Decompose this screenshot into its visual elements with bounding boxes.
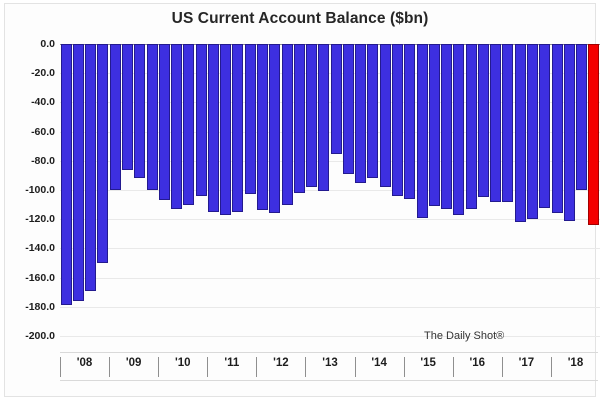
bar [85, 44, 97, 291]
bar [306, 44, 318, 188]
bar [514, 44, 526, 223]
x-axis-tick-separator [256, 357, 258, 377]
x-axis-tick-label: '17 [518, 357, 535, 369]
y-axis-tick-label: -80.0 [31, 154, 55, 167]
bar [109, 44, 121, 190]
y-axis-tick-label: -100.0 [25, 184, 55, 196]
bar [441, 44, 453, 209]
chart-title: US Current Account Balance ($bn) [171, 10, 429, 27]
y-axis-tick-label: -40.0 [31, 96, 55, 109]
bar [121, 44, 134, 170]
x-axis-tick-separator [452, 357, 454, 377]
gridline [60, 73, 600, 75]
x-axis-top-rule [60, 352, 598, 353]
x-axis-tick-label: '18 [567, 357, 584, 369]
bar [502, 44, 514, 202]
bar [97, 44, 109, 263]
x-axis-tick-separator [158, 357, 160, 377]
x-axis-tick-label: '13 [322, 357, 338, 369]
x-axis-tick-label: '12 [273, 357, 289, 369]
y-axis-tick-label: -140.0 [25, 242, 55, 255]
bar [576, 44, 588, 190]
y-axis-tick-label: -20.0 [31, 67, 55, 80]
x-axis-tick-separator [354, 357, 356, 377]
y-axis-tick-label: 0.0 [40, 38, 55, 50]
y-axis-tick-label: -120.0 [25, 213, 55, 226]
x-axis-tick-label: '14 [371, 357, 387, 369]
bar [330, 44, 342, 154]
x-axis-tick-separator [403, 357, 405, 377]
y-axis-tick-label: -160.0 [25, 271, 55, 284]
bar [293, 44, 305, 193]
x-axis-tick-separator [109, 357, 111, 377]
x-axis-tick-label: '11 [224, 357, 240, 369]
bar [146, 44, 158, 190]
bar [539, 44, 551, 208]
bar [404, 44, 416, 199]
y-axis-tick-label: -180.0 [25, 300, 55, 313]
gridline [60, 102, 600, 104]
bar [72, 44, 84, 301]
gridline [60, 306, 600, 308]
x-axis-bottom-rule [60, 380, 598, 381]
x-axis-tick-label: '09 [125, 357, 142, 369]
bar [526, 44, 539, 220]
y-axis-tick-label: -200.0 [25, 330, 55, 342]
bar [490, 44, 502, 202]
bar [379, 44, 391, 188]
x-axis-tick-label: '10 [174, 357, 191, 369]
x-axis-tick-separator [550, 357, 552, 377]
watermark: The Daily Shot® [424, 330, 505, 342]
bar [60, 44, 72, 306]
bar [355, 44, 367, 183]
bar [465, 44, 477, 209]
bar [588, 44, 600, 226]
bar [391, 44, 404, 196]
y-axis: 0.0 -20.0 -40.0 -60.0 -80.0 -100.0 -120.0 -140.… [0, 38, 55, 342]
gridline [60, 219, 600, 221]
plot-area [60, 44, 600, 337]
bar [563, 44, 575, 221]
bar [281, 44, 293, 205]
plot-inner [60, 44, 600, 337]
bar [428, 44, 440, 207]
bar [244, 44, 256, 195]
y-axis-tick-label: -60.0 [31, 125, 55, 138]
bar [158, 44, 170, 201]
bar [551, 44, 563, 214]
gridline [60, 160, 600, 162]
x-axis-tick-separator [305, 357, 307, 377]
gridline [60, 336, 600, 337]
bar [416, 44, 428, 218]
zero-line [60, 44, 600, 45]
gridline [60, 277, 600, 279]
gridline [60, 248, 600, 250]
bar [367, 44, 379, 179]
x-axis-tick-label: '15 [420, 357, 436, 369]
bar [207, 44, 219, 212]
x-axis: '08 '09 '10 '11 '12 '13 '14 '15 '16 '17 '18 [60, 353, 600, 380]
bar [220, 44, 232, 215]
gridline [60, 190, 600, 191]
bar [183, 44, 195, 205]
x-axis-tick-label: '16 [469, 357, 486, 369]
bar [318, 44, 330, 192]
bar [134, 44, 146, 179]
bar [195, 44, 207, 196]
bar [269, 44, 281, 214]
x-axis-tick-label: '08 [76, 357, 93, 369]
bar-series [60, 44, 600, 336]
x-axis-tick-separator [207, 357, 209, 377]
x-axis-tick-separator [60, 357, 61, 377]
bar [342, 44, 354, 174]
bar [453, 44, 465, 215]
bar [256, 44, 269, 211]
x-axis-tick-separator [501, 357, 503, 377]
gridline [60, 131, 600, 133]
bar [232, 44, 244, 212]
bar [477, 44, 489, 198]
bar [171, 44, 183, 209]
